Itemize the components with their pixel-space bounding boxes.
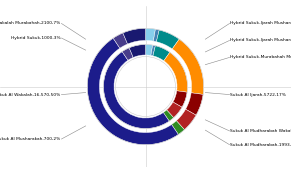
Wedge shape <box>122 48 133 60</box>
Text: Hybrid Sukuk-Murabahah Mudharabah,2000,6%: Hybrid Sukuk-Murabahah Mudharabah,2000,6… <box>230 55 291 59</box>
Text: Sukuk Al Mudharabah,1993,6%: Sukuk Al Mudharabah,1993,6% <box>230 143 291 147</box>
Text: Sukuk Al Mudharabah Wakalah,1690,5%: Sukuk Al Mudharabah Wakalah,1690,5% <box>230 129 291 133</box>
Wedge shape <box>151 45 155 56</box>
Wedge shape <box>186 93 203 115</box>
Wedge shape <box>113 33 127 48</box>
Wedge shape <box>104 52 169 129</box>
Wedge shape <box>172 39 204 94</box>
Wedge shape <box>176 109 196 130</box>
Wedge shape <box>171 121 184 135</box>
Text: Hybrid Sukuk-Ijarah Musharakah,351,1%: Hybrid Sukuk-Ijarah Musharakah,351,1% <box>230 38 291 42</box>
Text: Hybrid Sukuk-Wakalah Murabahah,2100,7%: Hybrid Sukuk-Wakalah Murabahah,2100,7% <box>0 21 61 25</box>
Wedge shape <box>153 29 159 42</box>
Wedge shape <box>153 46 170 61</box>
Wedge shape <box>164 52 187 92</box>
Wedge shape <box>146 28 155 41</box>
Wedge shape <box>173 91 187 107</box>
Wedge shape <box>146 44 153 55</box>
Wedge shape <box>156 30 179 49</box>
Text: Hybrid Sukuk-Ijarah Musharakah,900,3%: Hybrid Sukuk-Ijarah Musharakah,900,3% <box>230 21 291 25</box>
Text: Sukuk Al Ijarah,5722,17%: Sukuk Al Ijarah,5722,17% <box>230 93 286 97</box>
Wedge shape <box>87 38 178 145</box>
Wedge shape <box>163 110 174 121</box>
Text: Sukuk Al Musharakah,700,2%: Sukuk Al Musharakah,700,2% <box>0 137 61 141</box>
Wedge shape <box>129 44 146 57</box>
Text: Hybrid Sukuk,1000,3%: Hybrid Sukuk,1000,3% <box>11 36 61 40</box>
Wedge shape <box>167 102 182 118</box>
Text: Sukuk Al Wakalah,16,570,50%: Sukuk Al Wakalah,16,570,50% <box>0 93 61 97</box>
Wedge shape <box>123 28 146 44</box>
